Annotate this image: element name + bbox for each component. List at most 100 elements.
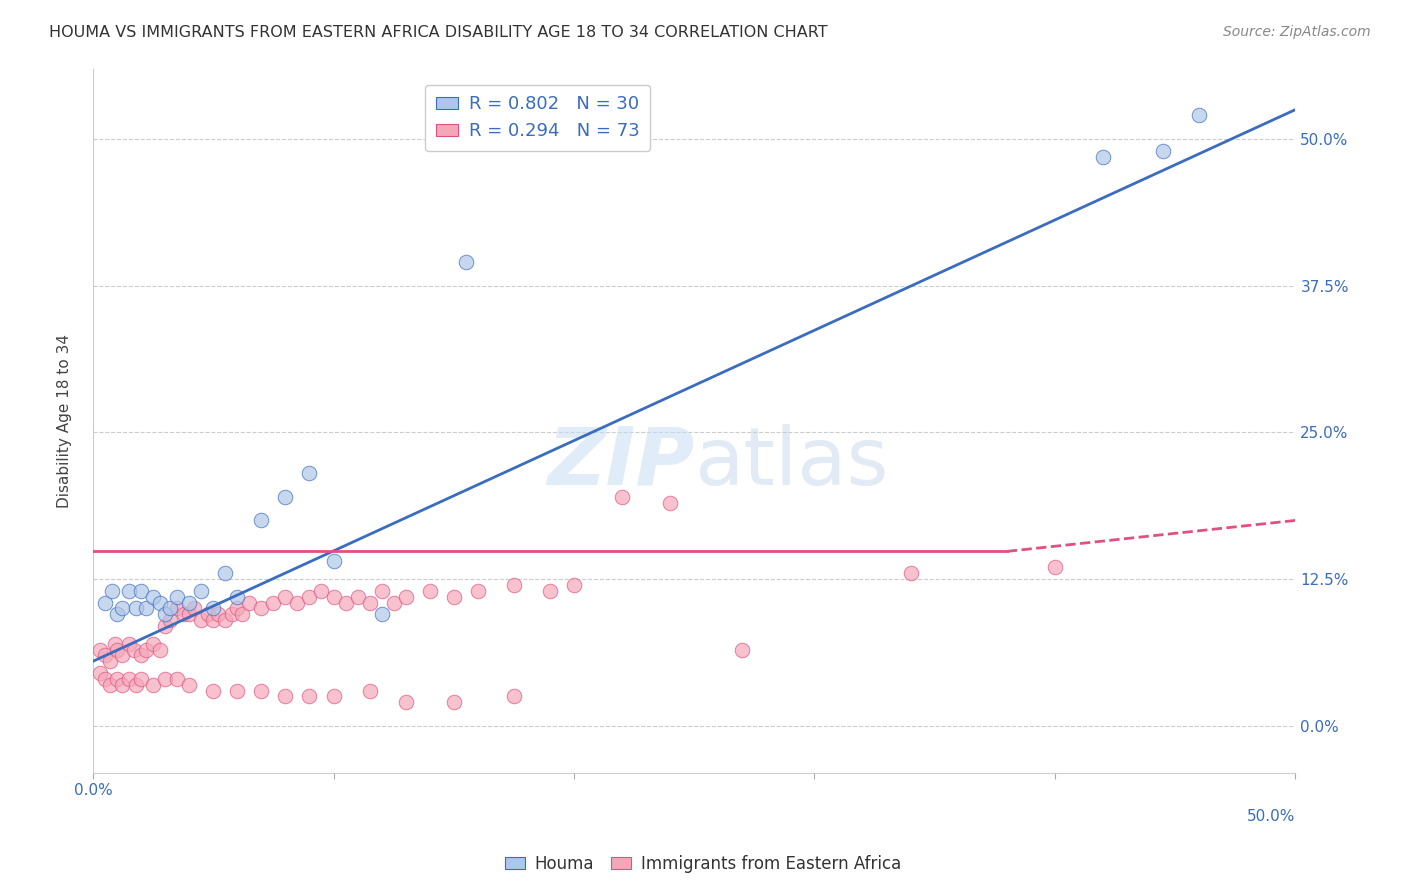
Point — [89, 642, 111, 657]
Point — [153, 619, 176, 633]
Point — [900, 566, 922, 581]
Point — [226, 683, 249, 698]
Point — [101, 583, 124, 598]
Legend: Houma, Immigrants from Eastern Africa: Houma, Immigrants from Eastern Africa — [498, 848, 908, 880]
Point — [122, 642, 145, 657]
Point — [262, 596, 284, 610]
Point — [118, 672, 141, 686]
Point — [153, 672, 176, 686]
Text: atlas: atlas — [695, 424, 889, 502]
Point — [443, 590, 465, 604]
Point — [142, 678, 165, 692]
Point — [118, 583, 141, 598]
Point — [1092, 150, 1115, 164]
Point — [166, 590, 188, 604]
Point — [395, 695, 418, 709]
Point — [129, 672, 152, 686]
Point — [1152, 144, 1174, 158]
Point — [359, 596, 381, 610]
Point — [94, 596, 117, 610]
Point — [94, 648, 117, 663]
Point — [226, 601, 249, 615]
Point — [502, 690, 524, 704]
Point — [298, 690, 321, 704]
Point — [395, 590, 418, 604]
Text: ZIP: ZIP — [547, 424, 695, 502]
Point — [419, 583, 441, 598]
Point — [274, 490, 297, 504]
Point — [1043, 560, 1066, 574]
Point — [190, 583, 212, 598]
Point — [274, 690, 297, 704]
Point — [562, 578, 585, 592]
Point — [610, 490, 633, 504]
Point — [346, 590, 368, 604]
Point — [322, 554, 344, 568]
Point — [238, 596, 260, 610]
Point — [322, 690, 344, 704]
Point — [179, 596, 201, 610]
Point — [142, 590, 165, 604]
Point — [202, 613, 225, 627]
Point — [111, 648, 134, 663]
Point — [125, 678, 148, 692]
Point — [153, 607, 176, 622]
Point — [467, 583, 489, 598]
Point — [731, 642, 754, 657]
Point — [173, 607, 195, 622]
Point — [179, 607, 201, 622]
Point — [382, 596, 405, 610]
Y-axis label: Disability Age 18 to 34: Disability Age 18 to 34 — [58, 334, 72, 508]
Point — [454, 255, 477, 269]
Point — [202, 683, 225, 698]
Point — [118, 637, 141, 651]
Point — [105, 607, 128, 622]
Point — [226, 590, 249, 604]
Point — [231, 607, 253, 622]
Point — [98, 654, 121, 668]
Point — [214, 566, 236, 581]
Point — [105, 642, 128, 657]
Point — [538, 583, 561, 598]
Point — [159, 613, 181, 627]
Point — [214, 613, 236, 627]
Point — [111, 601, 134, 615]
Point — [502, 578, 524, 592]
Point — [94, 672, 117, 686]
Text: Source: ZipAtlas.com: Source: ZipAtlas.com — [1223, 25, 1371, 39]
Point — [179, 678, 201, 692]
Point — [183, 601, 205, 615]
Point — [1188, 108, 1211, 122]
Point — [111, 678, 134, 692]
Point — [166, 601, 188, 615]
Point — [370, 607, 392, 622]
Point — [166, 672, 188, 686]
Point — [298, 467, 321, 481]
Point — [159, 601, 181, 615]
Point — [443, 695, 465, 709]
Point — [89, 665, 111, 680]
Point — [135, 642, 157, 657]
Point — [135, 601, 157, 615]
Point — [149, 642, 172, 657]
Point — [129, 583, 152, 598]
Point — [197, 607, 219, 622]
Point — [287, 596, 309, 610]
Point — [104, 637, 127, 651]
Text: 50.0%: 50.0% — [1247, 809, 1295, 824]
Point — [659, 496, 682, 510]
Point — [370, 583, 392, 598]
Point — [190, 613, 212, 627]
Point — [149, 596, 172, 610]
Point — [250, 601, 273, 615]
Point — [221, 607, 243, 622]
Point — [335, 596, 357, 610]
Point — [142, 637, 165, 651]
Point — [359, 683, 381, 698]
Point — [250, 513, 273, 527]
Point — [207, 607, 229, 622]
Text: HOUMA VS IMMIGRANTS FROM EASTERN AFRICA DISABILITY AGE 18 TO 34 CORRELATION CHAR: HOUMA VS IMMIGRANTS FROM EASTERN AFRICA … — [49, 25, 828, 40]
Point — [322, 590, 344, 604]
Point — [298, 590, 321, 604]
Point — [129, 648, 152, 663]
